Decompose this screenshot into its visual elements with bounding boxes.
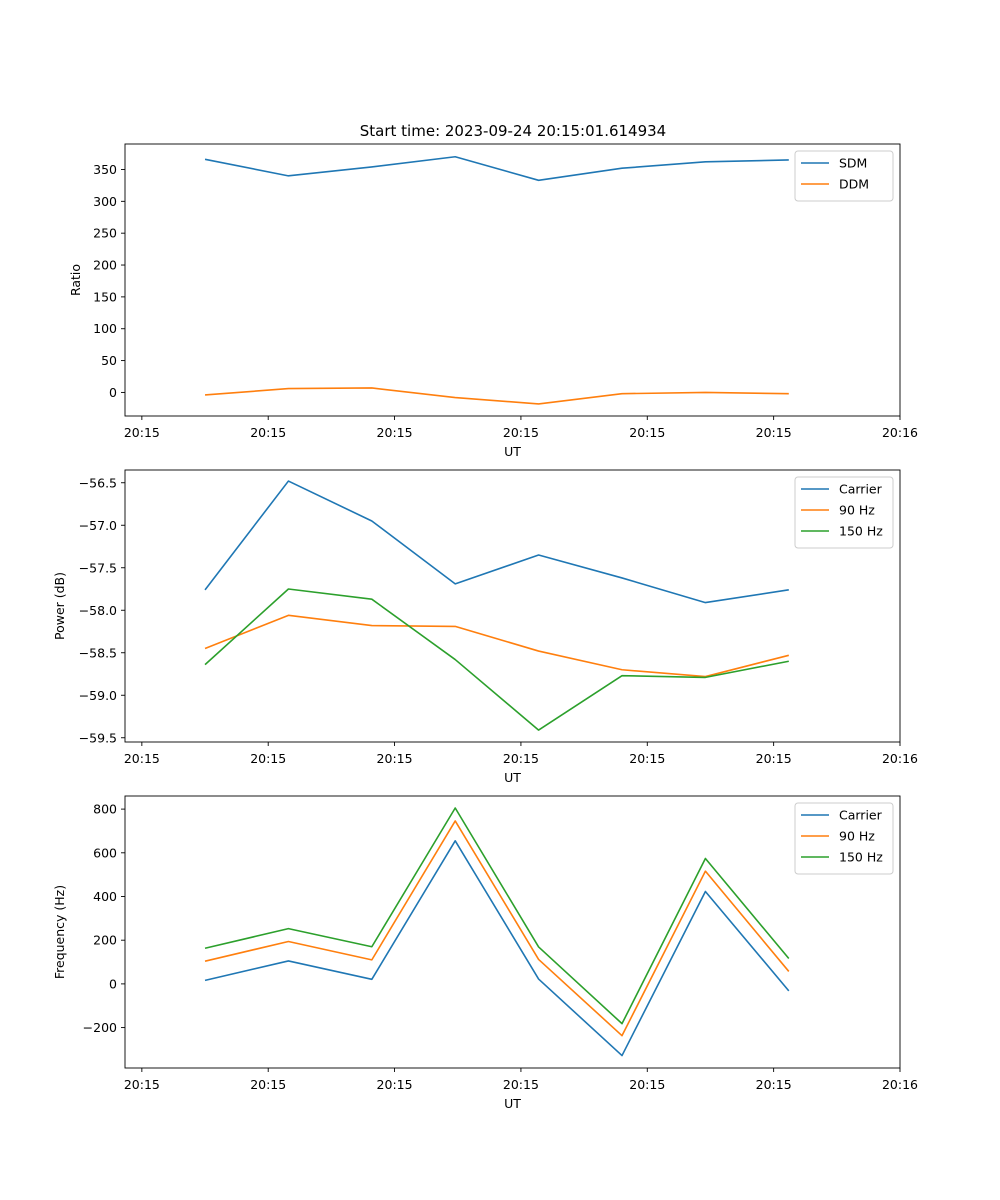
x-tick-label: 20:15 bbox=[377, 1077, 413, 1092]
series-line-90-hz bbox=[204, 820, 790, 1037]
y-tick-label: −58.5 bbox=[79, 645, 117, 660]
legend-label-90-hz: 90 Hz bbox=[839, 829, 875, 844]
x-tick-label: 20:15 bbox=[250, 425, 286, 440]
y-tick-label: 150 bbox=[93, 289, 117, 304]
y-axis-label: Power (dB) bbox=[52, 572, 67, 640]
x-tick-label: 20:15 bbox=[503, 425, 539, 440]
x-tick-label: 20:15 bbox=[503, 1077, 539, 1092]
subplot-3: 20:15 20:15 20:15 20:15 20:15 20:15 20:16 −200 0… bbox=[52, 795, 918, 1111]
legend-label-150-hz: 150 Hz bbox=[839, 850, 883, 865]
legend-label-carrier: Carrier bbox=[839, 482, 883, 497]
x-tick-label: 20:16 bbox=[882, 751, 918, 766]
y-axis-label: Frequency (Hz) bbox=[52, 885, 67, 979]
subplots: 20:15 20:15 20:15 20:15 20:15 20:15 20:16 0 50 10… bbox=[52, 143, 918, 1111]
x-axis-label: UT bbox=[504, 1096, 521, 1111]
legend: SDM DDM bbox=[794, 150, 894, 202]
subplot-1: 20:15 20:15 20:15 20:15 20:15 20:15 20:16 0 50 10… bbox=[68, 143, 918, 459]
y-tick-label: 100 bbox=[93, 321, 117, 336]
y-tick-label: −57.5 bbox=[79, 560, 117, 575]
legend-label-carrier: Carrier bbox=[839, 808, 883, 823]
x-tick-label: 20:15 bbox=[124, 1077, 160, 1092]
x-tick-label: 20:16 bbox=[882, 425, 918, 440]
x-tick-label: 20:15 bbox=[377, 425, 413, 440]
legend-label-150-hz: 150 Hz bbox=[839, 524, 883, 539]
legend: Carrier 90 Hz 150 Hz bbox=[794, 476, 894, 549]
series-line-sdm bbox=[204, 155, 789, 182]
legend-label-sdm: SDM bbox=[839, 156, 867, 171]
x-tick-label: 20:15 bbox=[503, 751, 539, 766]
x-tick-label: 20:15 bbox=[124, 751, 160, 766]
x-tick-label: 20:15 bbox=[756, 425, 792, 440]
x-tick-label: 20:16 bbox=[882, 1077, 918, 1092]
y-tick-label: −56.5 bbox=[79, 475, 117, 490]
y-tick-label: −58.0 bbox=[79, 603, 117, 618]
y-tick-label: −59.5 bbox=[79, 730, 117, 745]
y-tick-label: 350 bbox=[93, 162, 117, 177]
figure-title: Start time: 2023-09-24 20:15:01.614934 bbox=[360, 122, 666, 140]
y-tick-label: 50 bbox=[101, 353, 117, 368]
x-tick-label: 20:15 bbox=[124, 425, 160, 440]
x-tick-label: 20:15 bbox=[629, 425, 665, 440]
axes-frame bbox=[124, 469, 901, 743]
series-line-ddm bbox=[204, 387, 789, 405]
legend-label-90-hz: 90 Hz bbox=[839, 503, 875, 518]
legend-label-ddm: DDM bbox=[839, 177, 869, 192]
x-tick-label: 20:15 bbox=[629, 751, 665, 766]
y-tick-label: 300 bbox=[93, 194, 117, 209]
x-axis-label: UT bbox=[504, 770, 521, 785]
y-tick-label: 200 bbox=[93, 258, 117, 273]
x-tick-label: 20:15 bbox=[377, 751, 413, 766]
x-tick-label: 20:15 bbox=[629, 1077, 665, 1092]
x-axis-label: UT bbox=[504, 444, 521, 459]
series-line-150-hz bbox=[204, 807, 790, 1025]
axes-frame bbox=[124, 795, 901, 1069]
legend: Carrier 90 Hz 150 Hz bbox=[794, 802, 894, 875]
x-tick-label: 20:15 bbox=[250, 1077, 286, 1092]
y-axis-label: Ratio bbox=[68, 264, 83, 296]
series-line-carrier bbox=[204, 839, 790, 1057]
y-tick-label: −57.0 bbox=[79, 518, 117, 533]
series-line-90-hz bbox=[204, 614, 789, 678]
y-tick-label: 250 bbox=[93, 226, 117, 241]
y-tick-label: 600 bbox=[93, 845, 117, 860]
y-tick-label: −200 bbox=[83, 1020, 117, 1035]
series-line-150-hz bbox=[204, 588, 789, 731]
y-tick-label: 0 bbox=[109, 976, 117, 991]
x-tick-label: 20:15 bbox=[756, 751, 792, 766]
axes-frame bbox=[124, 143, 901, 417]
y-tick-label: 0 bbox=[109, 385, 117, 400]
y-tick-label: 400 bbox=[93, 889, 117, 904]
y-tick-label: 200 bbox=[93, 933, 117, 948]
y-tick-label: −59.0 bbox=[79, 688, 117, 703]
x-tick-label: 20:15 bbox=[756, 1077, 792, 1092]
x-tick-label: 20:15 bbox=[250, 751, 286, 766]
y-tick-label: 800 bbox=[93, 802, 117, 817]
series-line-carrier bbox=[204, 480, 789, 604]
subplot-2: 20:15 20:15 20:15 20:15 20:15 20:15 20:16 −59.5… bbox=[52, 469, 918, 785]
